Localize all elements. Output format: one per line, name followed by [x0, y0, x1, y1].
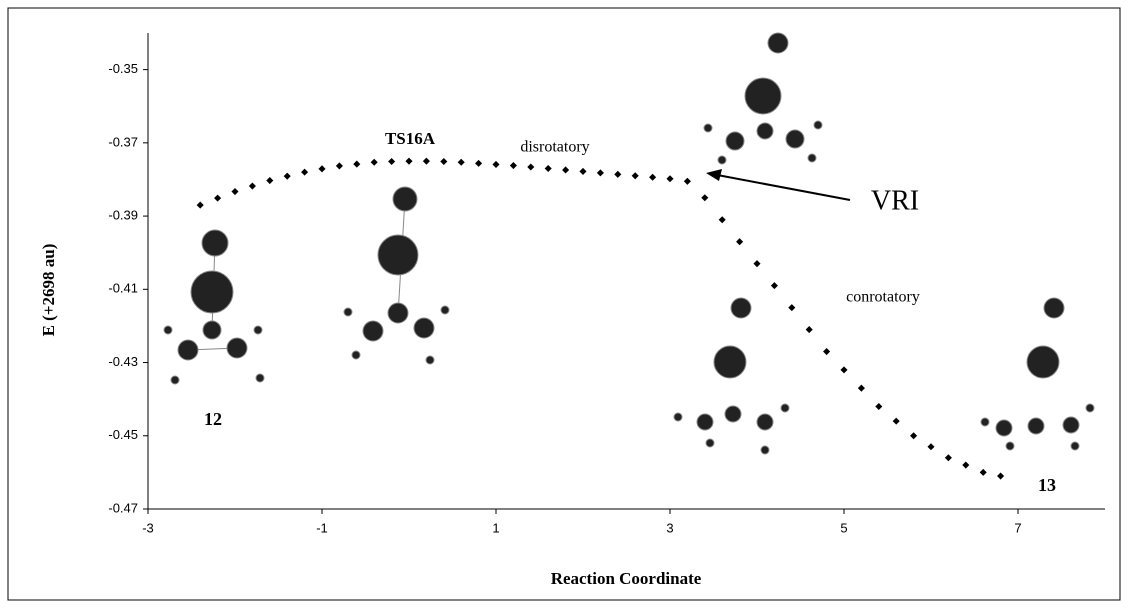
- point: [423, 158, 430, 165]
- molecule-ts16a: [344, 187, 449, 364]
- point: [597, 169, 604, 176]
- point: [301, 169, 308, 176]
- annotation: disrotatory: [520, 139, 589, 156]
- molecule-12: [164, 230, 264, 384]
- point: [353, 161, 360, 168]
- molecule-13: [981, 298, 1094, 450]
- point: [214, 195, 221, 202]
- point: [893, 418, 900, 425]
- annotation: TS16A: [385, 129, 436, 148]
- point: [266, 177, 273, 184]
- vri-arrowhead: [706, 169, 722, 181]
- y-tick-label: -0.47: [108, 500, 138, 515]
- point: [388, 158, 395, 165]
- point: [197, 202, 204, 209]
- point: [875, 403, 882, 410]
- point: [405, 158, 412, 165]
- point: [284, 173, 291, 180]
- x-axis-label: Reaction Coordinate: [551, 569, 702, 588]
- point: [684, 178, 691, 185]
- point: [962, 462, 969, 469]
- x-tick-label: -3: [142, 520, 154, 535]
- point: [318, 165, 325, 172]
- point: [806, 326, 813, 333]
- point: [458, 159, 465, 166]
- point: [545, 165, 552, 172]
- point: [927, 443, 934, 450]
- y-tick-label: -0.35: [108, 61, 138, 76]
- point: [614, 171, 621, 178]
- point: [788, 304, 795, 311]
- point: [562, 166, 569, 173]
- y-tick-label: -0.43: [108, 354, 138, 369]
- point: [475, 160, 482, 167]
- y-tick-label: -0.45: [108, 427, 138, 442]
- point: [492, 161, 499, 168]
- chart: Reaction Coordinate E (+2698 au) -0.47 -0…: [0, 0, 1129, 610]
- point: [231, 188, 238, 195]
- x-tick-label: 3: [666, 520, 673, 535]
- point: [823, 348, 830, 355]
- x-tick-label: 7: [1014, 520, 1021, 535]
- point: [336, 162, 343, 169]
- point: [440, 158, 447, 165]
- chart-frame: [8, 8, 1120, 600]
- molecule-conrot: [674, 298, 789, 454]
- annotation: 13: [1038, 475, 1056, 495]
- point: [701, 194, 708, 201]
- point: [579, 168, 586, 175]
- point: [858, 385, 865, 392]
- molecule-vri: [704, 33, 822, 164]
- point: [249, 183, 256, 190]
- point: [840, 366, 847, 373]
- y-tick-label: -0.39: [108, 208, 138, 223]
- point: [945, 454, 952, 461]
- point: [649, 174, 656, 181]
- page: Reaction Coordinate E (+2698 au) -0.47 -0…: [0, 0, 1129, 615]
- vri-arrow: [712, 174, 850, 200]
- annotation: conrotatory: [846, 289, 920, 306]
- point: [527, 163, 534, 170]
- point: [736, 238, 743, 245]
- point: [910, 432, 917, 439]
- annotation: VRI: [871, 185, 919, 216]
- point: [510, 162, 517, 169]
- y-tick-label: -0.41: [108, 281, 138, 296]
- point: [632, 172, 639, 179]
- y-axis-label: E (+2698 au): [39, 244, 58, 337]
- point: [753, 260, 760, 267]
- point: [980, 469, 987, 476]
- point: [771, 282, 778, 289]
- y-tick-label: -0.37: [108, 134, 138, 149]
- x-tick-label: -1: [316, 520, 328, 535]
- x-tick-label: 1: [492, 520, 499, 535]
- point: [719, 216, 726, 223]
- x-tick-label: 5: [840, 520, 847, 535]
- point: [371, 159, 378, 166]
- annotation: 12: [204, 409, 222, 429]
- point: [666, 175, 673, 182]
- point: [997, 473, 1004, 480]
